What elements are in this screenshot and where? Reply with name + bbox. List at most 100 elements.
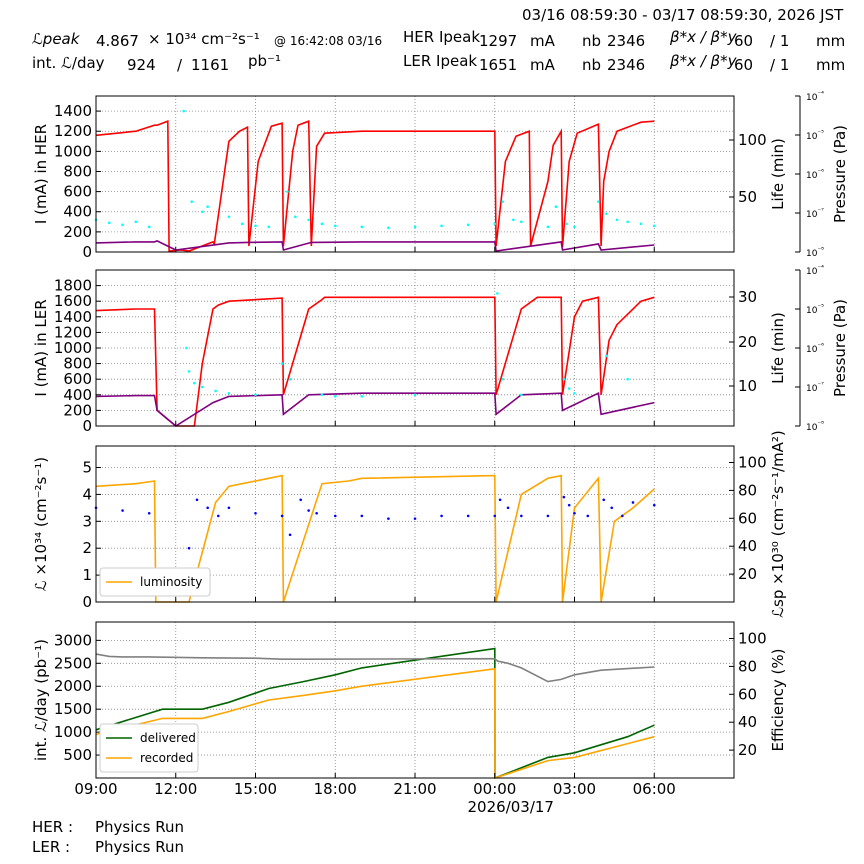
pressure-point (121, 223, 124, 227)
nb-her: 2346 (607, 32, 646, 50)
y2-tick-label: 50 (738, 188, 757, 206)
pressure-point (240, 222, 244, 226)
lpeak-time: @ 16:42:08 03/16 (274, 34, 383, 48)
life-series-line (95, 392, 655, 427)
y-tick-label: 200 (63, 223, 92, 241)
pressure-tick-label: 10⁻⁷ (806, 381, 824, 394)
beta-unit-her: mm (816, 32, 846, 50)
pressure-point (554, 205, 558, 209)
her-ipeak-unit: mA (530, 32, 555, 50)
pressure-point (605, 354, 608, 358)
y-tick-label: 1400 (54, 102, 92, 120)
specific-point (573, 511, 576, 515)
pressure-point (190, 200, 193, 203)
int-unit: pb⁻¹ (248, 52, 281, 70)
legend-label: recorded (140, 751, 193, 765)
her-status-value: Physics Run (95, 818, 185, 836)
pressure-point (185, 346, 188, 350)
pressure-point (320, 222, 324, 226)
specific-point (413, 517, 417, 520)
y2-tick-label: 30 (738, 288, 757, 306)
specific-point (546, 514, 550, 518)
specific-point (493, 514, 497, 518)
pressure-point (360, 225, 364, 229)
y2-tick-label: 100 (738, 454, 767, 472)
pressure-point (107, 221, 111, 225)
pressure-point (280, 362, 284, 365)
x-date-label: 2026/03/17 (468, 798, 554, 816)
y-axis-label: int. ℒ/day (pb⁻¹) (32, 639, 50, 761)
y-tick-label: 5 (82, 459, 92, 477)
int-value-1: 924 (127, 56, 156, 74)
life-series-line (95, 240, 655, 252)
x-tick-label: 15:00 (234, 780, 277, 798)
y-tick-label: 1200 (54, 323, 92, 341)
x-tick-label: 06:00 (633, 780, 676, 798)
pressure-point (626, 377, 629, 381)
specific-point (206, 506, 209, 510)
specific-point (147, 511, 151, 515)
y-tick-label: 1600 (54, 292, 92, 310)
specific-point (195, 498, 199, 502)
ler-ipeak-value: 1651 (479, 56, 518, 74)
pressure-tick-label: 10⁻⁸ (806, 246, 824, 259)
pressure-tick-label: 10⁻⁵ (806, 303, 824, 316)
specific-point (466, 514, 470, 518)
specific-point (216, 514, 220, 518)
y-tick-label: 4 (82, 485, 92, 503)
ler-status-label: LER : (32, 838, 71, 856)
pressure-point (320, 393, 324, 397)
pressure-point (520, 220, 523, 224)
y-tick-label: 200 (63, 401, 92, 419)
pressure-point (134, 220, 138, 224)
y2-tick-label: 20 (738, 741, 757, 759)
pressure-point (496, 292, 499, 295)
pressure-point (652, 224, 656, 228)
specific-point (187, 546, 191, 550)
pressure-point (147, 225, 151, 229)
pressure-point (573, 391, 576, 395)
pressure-point (267, 225, 271, 229)
x-tick-label: 09:00 (74, 780, 117, 798)
legend-box (99, 567, 211, 597)
y-tick-label: 1400 (54, 308, 92, 326)
pressure-tick-label: 10⁻⁴ (806, 264, 824, 277)
beta-her-y: / 1 (770, 32, 790, 50)
specific-point (631, 501, 635, 504)
specific-point (227, 506, 231, 510)
y-tick-label: 600 (63, 183, 92, 201)
y2-tick-label: 80 (738, 481, 757, 499)
pressure-tick-label: 10⁻⁶ (806, 168, 824, 181)
pressure-point (565, 222, 568, 226)
x-tick-label: 03:00 (553, 780, 596, 798)
y-tick-label: 1500 (54, 700, 92, 718)
y2-tick-label: 40 (738, 713, 757, 731)
specific-point (307, 509, 310, 512)
delivered-series-line (95, 647, 655, 780)
pressure-point (512, 218, 515, 222)
beta-her-x: 60 (734, 32, 754, 50)
y2-axis-label: ℒsp ×10³⁰ (cm⁻²s⁻¹/mA²) (769, 430, 787, 618)
pressure-tick-label: 10⁻⁶ (806, 342, 824, 355)
x-tick-label: 00:00 (473, 780, 516, 798)
y-tick-label: 0 (82, 417, 92, 435)
y2-tick-label: 20 (738, 565, 757, 583)
y-tick-label: 500 (63, 746, 92, 764)
y-tick-label: 600 (63, 370, 92, 388)
y2-tick-label: 60 (738, 685, 757, 703)
specific-point (621, 514, 624, 518)
pressure-point (615, 218, 619, 222)
pressure-point (520, 393, 523, 397)
pressure-axis-label: Pressure (Pa) (831, 299, 849, 397)
specific-point (562, 495, 566, 499)
specific-point (506, 506, 510, 510)
pressure-point (206, 205, 209, 209)
legend-label: delivered (140, 731, 196, 745)
pressure-point (333, 224, 337, 228)
pressure-point (214, 389, 217, 393)
ler-ipeak-unit: mA (530, 56, 555, 74)
beta-ler-x: 60 (734, 56, 754, 74)
specific-point (121, 509, 124, 512)
y-tick-label: 1000 (54, 142, 92, 160)
